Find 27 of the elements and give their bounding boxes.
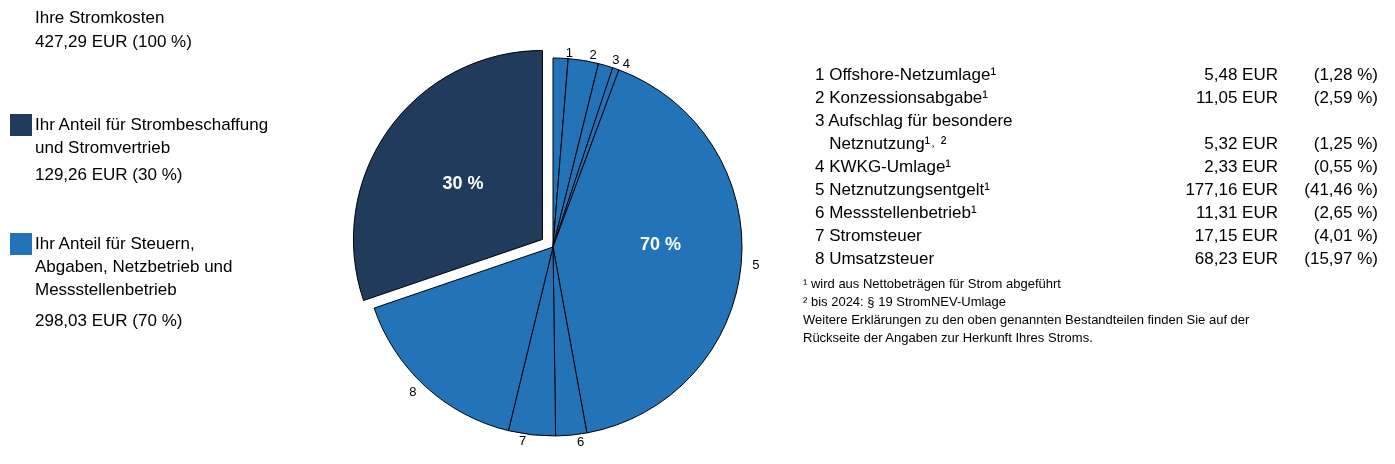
slice-label: 3 (612, 52, 620, 68)
text: 3 Aufschlag für besondere Netznutzung¹˒ ² 5,32 EUR (1,25 %) (815, 111, 1378, 153)
slice-label: 1 (565, 44, 574, 60)
text: 298,03 EUR (70 %) (35, 310, 183, 332)
text: ² bis 2024: § 19 StromNEV-Umlage (803, 293, 1007, 311)
slice-label: 8 (409, 383, 417, 399)
text: Weitere Erklärungen zu den oben genannten Bestandteilen finden Sie auf der Rückseite der Angaben zur Herkunft Ihres Stroms. (803, 311, 1250, 347)
slice-label: 4 (622, 55, 631, 71)
text: 2 Konzessionsabgabe¹ 11,05 EUR (2,59 %) (815, 88, 1378, 107)
text: Ihr Anteil für Steuern, Abgaben, Netzbetrieb und Messstellenbetrieb (35, 233, 233, 301)
text: 8 Umsatzsteuer 68,23 EUR (15,97 %) (815, 249, 1378, 268)
slice-label: 6 (576, 433, 585, 449)
text: 129,26 EUR (30 %) (35, 164, 183, 186)
text: Ihr Anteil für Strombeschaffung und Stromvertrieb (35, 114, 269, 159)
text: 427,29 EUR (100 %) (35, 31, 192, 53)
text: Ihre Stromkosten (35, 7, 165, 29)
text: ¹ wird aus Nettobeträgen für Strom abgeführt (803, 275, 1061, 293)
text: 6 Messstellenbetrieb¹ 11,31 EUR (2,65 %) (815, 203, 1378, 222)
data-label: 30 % (442, 172, 484, 193)
text: 4 KWKG-Umlage¹ 2,33 EUR (0,55 %) (815, 157, 1378, 176)
text: 1 Offshore-Netzumlage¹ 5,48 EUR (1,28 %) (815, 65, 1378, 84)
text: 7 Stromsteuer 17,15 EUR (4,01 %) (815, 226, 1378, 245)
text: 70 % (640, 234, 682, 254)
text: 5 Netznutzungsentgelt¹ 177,16 EUR (41,46 %) (815, 180, 1378, 199)
slice-label: 5 (752, 256, 760, 272)
slice-label: 2 (589, 47, 597, 63)
slice-label: 7 (518, 433, 527, 449)
